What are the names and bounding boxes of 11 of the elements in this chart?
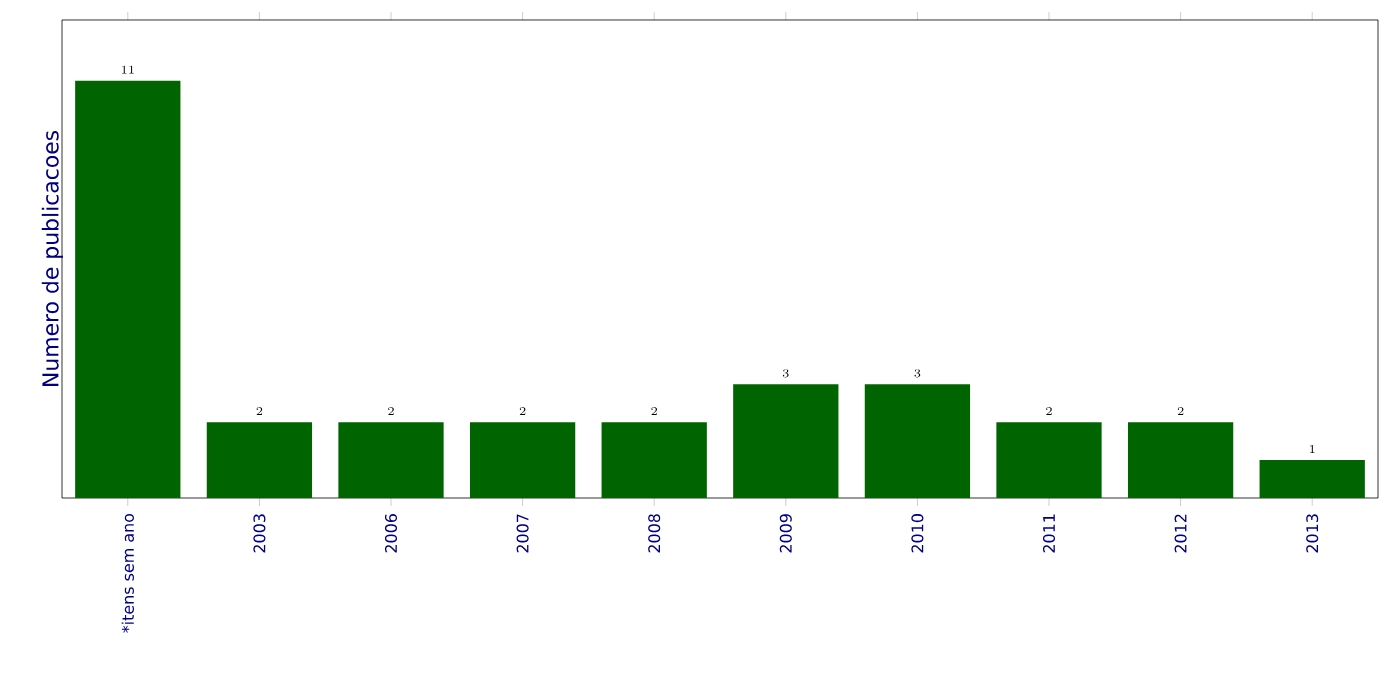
bar — [75, 80, 181, 498]
bar — [996, 422, 1102, 498]
bar — [733, 384, 839, 498]
bar — [1259, 460, 1365, 498]
bar — [601, 422, 707, 498]
bar — [1127, 422, 1234, 498]
bar — [864, 384, 971, 498]
y-axis-title: Numero de publicacoes — [41, 130, 63, 386]
bar — [338, 422, 444, 498]
bar — [206, 422, 313, 498]
bar — [469, 422, 576, 498]
